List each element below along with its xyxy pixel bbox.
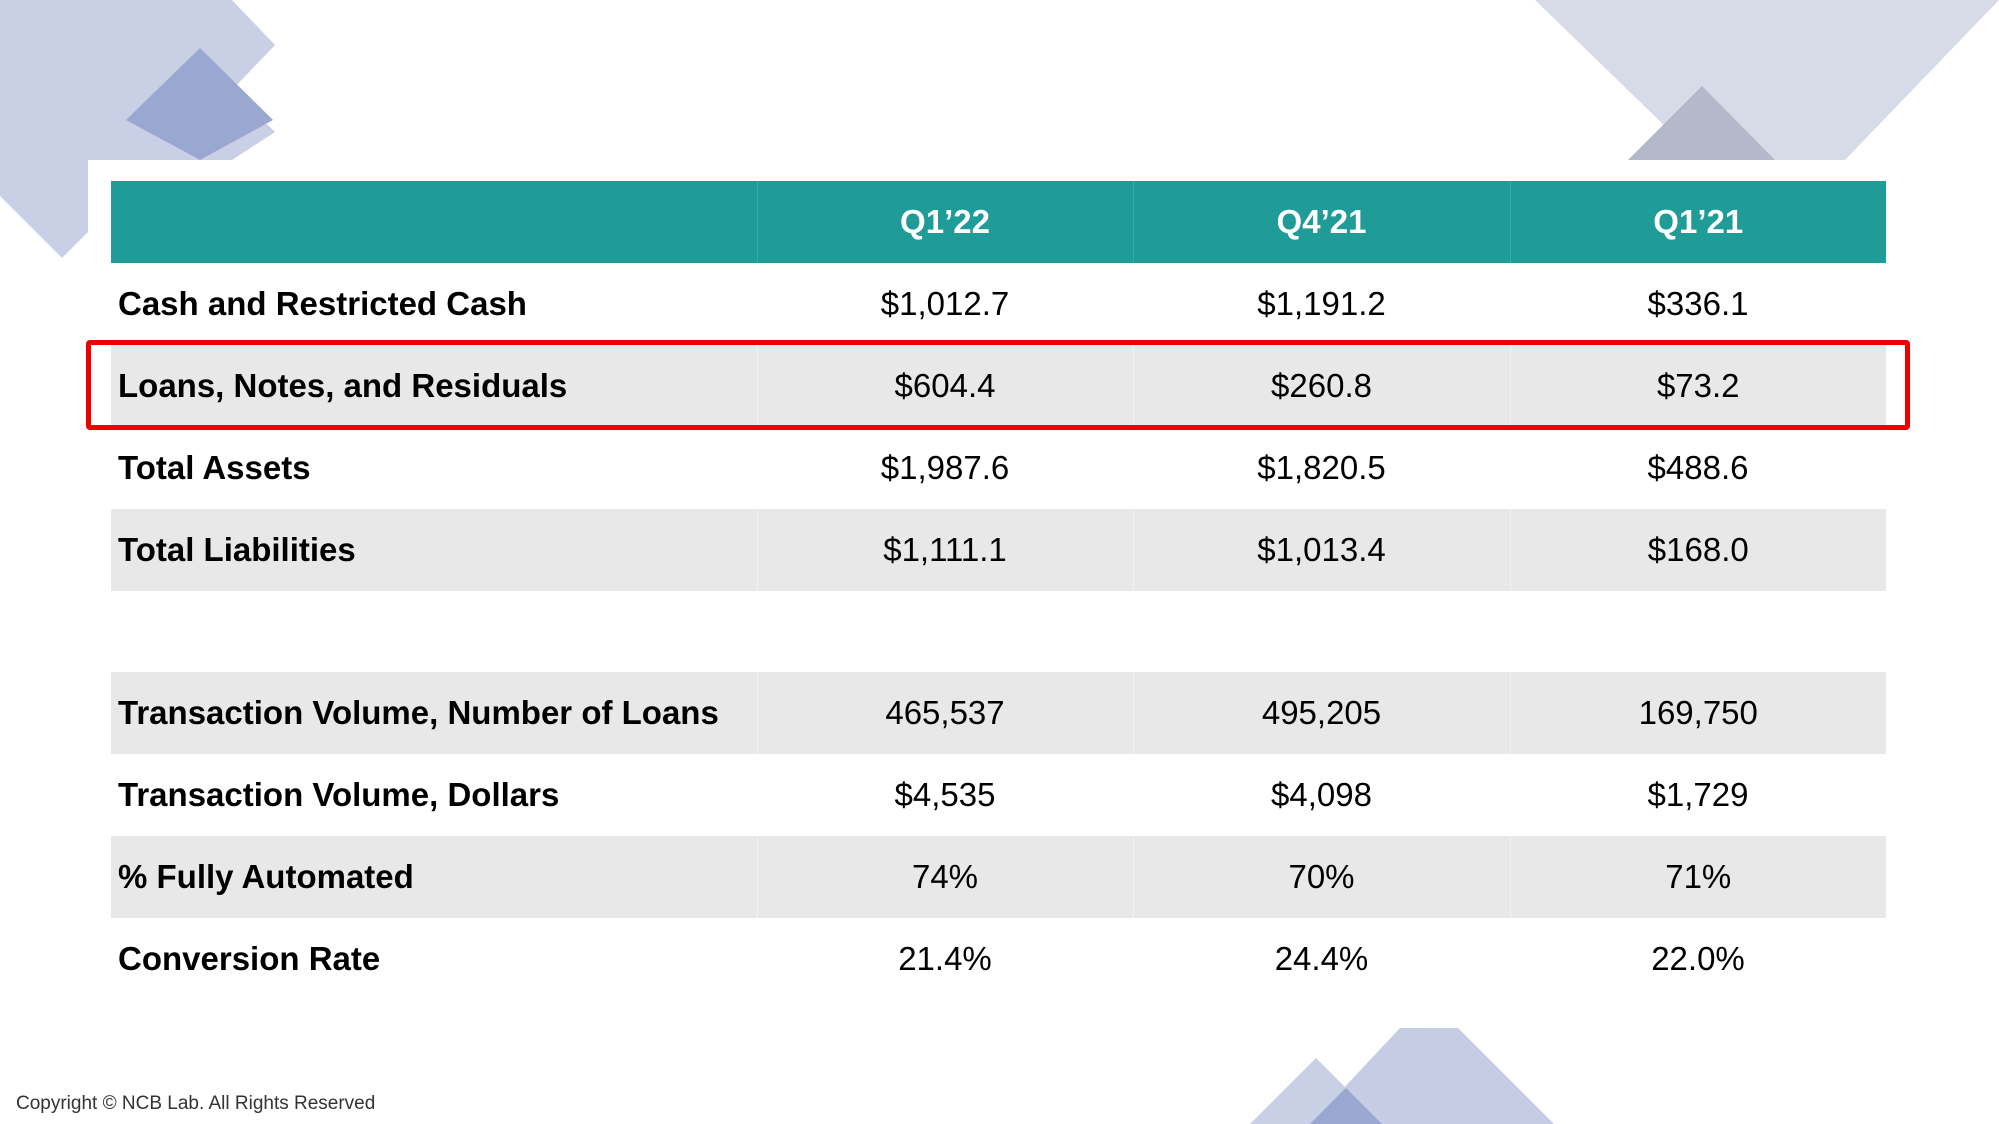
row-label: Conversion Rate <box>118 940 381 977</box>
deco-diamond-top-left <box>126 48 273 160</box>
table-spacer-row <box>111 591 1886 672</box>
cell-value: $1,191.2 <box>1257 285 1386 322</box>
copyright-notice: Copyright © NCB Lab. All Rights Reserved <box>16 1093 376 1114</box>
cell-value: 495,205 <box>1132 672 1510 754</box>
cell-value: $4,098 <box>1271 776 1372 813</box>
highlight-box <box>86 340 1910 430</box>
cell-value: $73.2 <box>1509 345 1886 427</box>
cell-value: 24.4% <box>1274 940 1369 977</box>
row-label: Transaction Volume, Dollars <box>118 776 560 813</box>
cell-value: $1,111.1 <box>756 509 1133 591</box>
table-row: Transaction Volume, Number of Loans 465,… <box>111 672 1886 754</box>
row-label: Total Assets <box>118 449 311 486</box>
cell-value: $604.4 <box>756 345 1133 427</box>
cell-value: $4,535 <box>894 776 996 813</box>
row-label: Loans, Notes, and Residuals <box>111 345 757 427</box>
cell-value: $1,729 <box>1647 776 1749 813</box>
row-label: % Fully Automated <box>111 836 757 918</box>
cell-value: 169,750 <box>1509 672 1886 754</box>
table-row: Conversion Rate 21.4% 24.4% 22.0% <box>111 918 1886 1000</box>
table-row-highlighted: Loans, Notes, and Residuals $604.4 $260.… <box>111 345 1886 427</box>
cell-value: $336.1 <box>1647 285 1749 322</box>
spacer-cell <box>111 591 1886 672</box>
cell-value: $1,987.6 <box>880 449 1010 486</box>
cell-value: $488.6 <box>1647 449 1749 486</box>
header-blank-cell <box>111 181 757 263</box>
table-row: Cash and Restricted Cash $1,012.7 $1,191… <box>111 263 1886 345</box>
cell-value: 71% <box>1509 836 1886 918</box>
cell-value: 74% <box>756 836 1133 918</box>
table-row: Total Liabilities $1,111.1 $1,013.4 $168… <box>111 509 1886 591</box>
cell-value: $1,820.5 <box>1257 449 1386 486</box>
cell-value: 70% <box>1132 836 1510 918</box>
deco-trapezoid-bottom <box>1310 1028 1554 1124</box>
cell-value: 465,537 <box>756 672 1133 754</box>
deco-overlap-bottom <box>1310 1088 1382 1124</box>
deco-diamond-top-right <box>1628 86 1775 160</box>
deco-triangle-bottom-left <box>1250 1058 1382 1124</box>
cell-value: 21.4% <box>898 940 992 977</box>
header-q4-21: Q4’21 <box>1132 181 1510 263</box>
table-header-row: Q1’22 Q4’21 Q1’21 <box>111 181 1886 263</box>
table-row: Total Assets $1,987.6 $1,820.5 $488.6 <box>111 427 1886 509</box>
header-q1-21: Q1’21 <box>1509 181 1886 263</box>
row-label: Transaction Volume, Number of Loans <box>111 672 757 754</box>
deco-shape-top-right <box>1535 0 1999 160</box>
row-label: Cash and Restricted Cash <box>118 285 527 322</box>
cell-value: $260.8 <box>1132 345 1510 427</box>
financial-summary-table: Q1’22 Q4’21 Q1’21 Cash and Restricted Ca… <box>111 181 1886 1000</box>
cell-value: 22.0% <box>1651 940 1745 977</box>
table-row: Transaction Volume, Dollars $4,535 $4,09… <box>111 754 1886 836</box>
cell-value: $1,013.4 <box>1132 509 1510 591</box>
cell-value: $168.0 <box>1509 509 1886 591</box>
table-row: % Fully Automated 74% 70% 71% <box>111 836 1886 918</box>
row-label: Total Liabilities <box>111 509 757 591</box>
cell-value: $1,012.7 <box>880 285 1010 322</box>
header-q1-22: Q1’22 <box>756 181 1133 263</box>
